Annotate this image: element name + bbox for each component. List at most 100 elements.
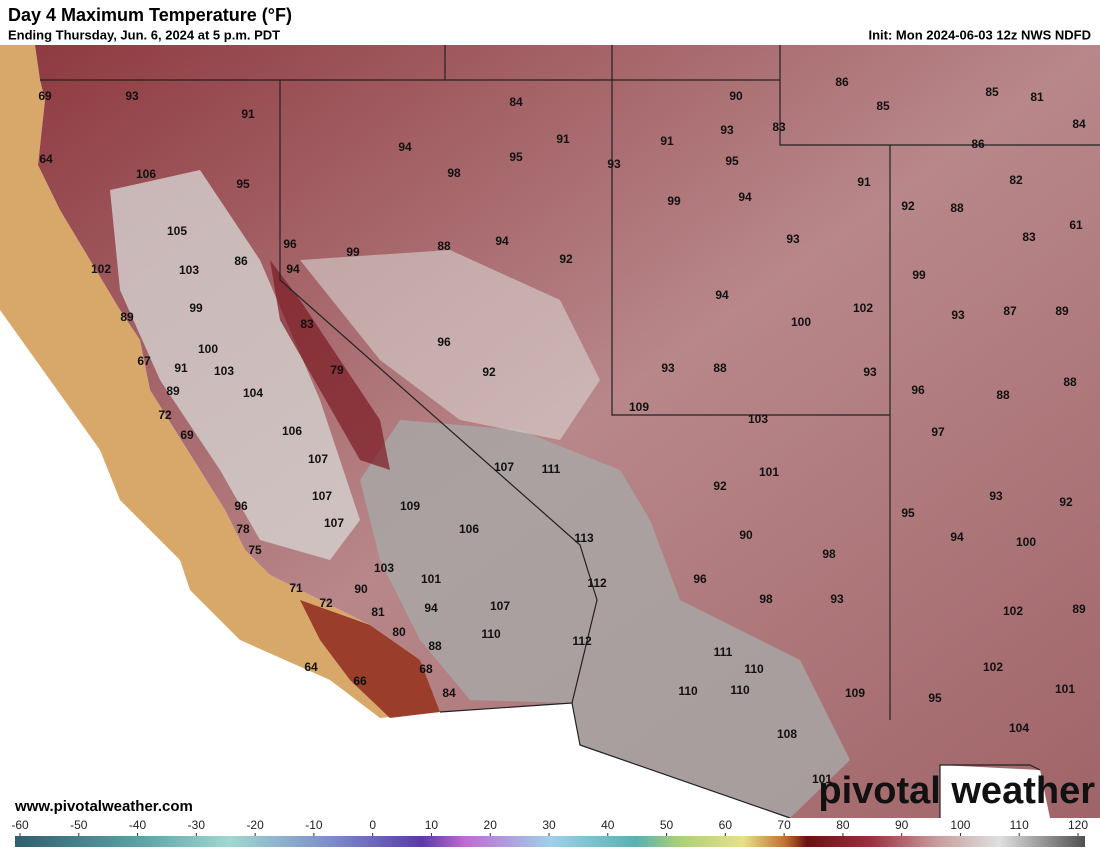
temperature-label: 81 bbox=[371, 605, 385, 619]
temperature-label: 93 bbox=[863, 365, 877, 379]
temperature-label: 84 bbox=[509, 95, 523, 109]
temperature-label: 102 bbox=[1003, 604, 1023, 618]
temperature-label: 98 bbox=[759, 592, 773, 606]
temperature-label: 83 bbox=[300, 317, 314, 331]
temperature-label: 107 bbox=[312, 489, 332, 503]
temperature-label: 84 bbox=[442, 686, 456, 700]
temperature-label: 107 bbox=[308, 452, 328, 466]
temperature-label: 87 bbox=[1003, 304, 1017, 318]
temperature-label: 104 bbox=[243, 386, 263, 400]
temperature-label: 79 bbox=[330, 363, 344, 377]
temperature-label: 100 bbox=[791, 315, 811, 329]
temperature-label: 88 bbox=[713, 361, 727, 375]
temperature-label: 110 bbox=[744, 662, 764, 676]
temperature-label: 104 bbox=[1009, 721, 1029, 735]
temperature-label: 102 bbox=[91, 262, 111, 276]
temperature-label: 75 bbox=[248, 543, 262, 557]
temperature-label: 112 bbox=[572, 634, 592, 648]
subtitle: Ending Thursday, Jun. 6, 2024 at 5 p.m. … bbox=[8, 27, 280, 42]
temperature-label: 72 bbox=[158, 408, 172, 422]
temperature-label: 99 bbox=[189, 301, 203, 315]
temperature-label: 100 bbox=[198, 342, 218, 356]
temperature-label: 68 bbox=[419, 662, 433, 676]
temperature-label: 103 bbox=[374, 561, 394, 575]
temperature-label: 96 bbox=[437, 335, 451, 349]
desert bbox=[360, 420, 850, 818]
colorbar-tick-label: 60 bbox=[719, 818, 733, 832]
sierra bbox=[270, 260, 390, 470]
temperature-label: 85 bbox=[985, 85, 999, 99]
colorbar-tick-label: 120 bbox=[1068, 818, 1088, 832]
temperature-label: 99 bbox=[667, 194, 681, 208]
colorbar-tick-label: -50 bbox=[70, 818, 88, 832]
temperature-label: 95 bbox=[236, 177, 250, 191]
temperature-label: 64 bbox=[304, 660, 318, 674]
temperature-label: 92 bbox=[713, 479, 727, 493]
colorbar-ticks: -60 -50 -40 -30 -20 -10 0 10 20 30 40 50 60 70 80 90 100… bbox=[11, 818, 1088, 836]
colorbar-tick-label: 80 bbox=[836, 818, 850, 832]
central-valley bbox=[110, 170, 360, 560]
temperature-label: 94 bbox=[286, 262, 300, 276]
temperature-label: 90 bbox=[729, 89, 743, 103]
temperature-label: 80 bbox=[392, 625, 406, 639]
temperature-label: 66 bbox=[353, 674, 367, 688]
temperature-label: 94 bbox=[495, 234, 509, 248]
temperature-label: 69 bbox=[180, 428, 194, 442]
temperature-label: 93 bbox=[607, 157, 621, 171]
colorbar-tick-label: 70 bbox=[777, 818, 791, 832]
colorbar-tick-label: 110 bbox=[1010, 818, 1029, 832]
temperature-label: 92 bbox=[901, 199, 915, 213]
temperature-label: 91 bbox=[241, 107, 255, 121]
logo: pivotal weather bbox=[818, 770, 1095, 812]
title: Day 4 Maximum Temperature (°F) bbox=[8, 5, 292, 25]
temperature-label: 89 bbox=[120, 310, 134, 324]
coastal-warm-strip bbox=[300, 600, 440, 718]
temperature-label: 113 bbox=[574, 531, 594, 545]
temperature-label: 71 bbox=[289, 581, 303, 595]
temperature-label: 92 bbox=[1059, 495, 1073, 509]
temperature-label: 111 bbox=[714, 645, 733, 659]
temperature-label: 93 bbox=[786, 232, 800, 246]
temperature-label: 109 bbox=[629, 400, 649, 414]
temperature-label: 96 bbox=[693, 572, 707, 586]
init-time: Init: Mon 2024-06-03 12z NWS NDFD bbox=[869, 27, 1092, 42]
temperature-label: 106 bbox=[136, 167, 156, 181]
temperature-label: 93 bbox=[989, 489, 1003, 503]
temperature-label: 86 bbox=[971, 137, 985, 151]
temperature-label: 82 bbox=[1009, 173, 1023, 187]
temperature-label: 94 bbox=[738, 190, 752, 204]
temperature-label: 109 bbox=[845, 686, 865, 700]
colorbar-tick-label: -30 bbox=[188, 818, 206, 832]
temperature-label: 96 bbox=[911, 383, 925, 397]
colorbar-tick-label: 100 bbox=[950, 818, 970, 832]
temperature-label: 103 bbox=[748, 412, 768, 426]
temperature-label: 99 bbox=[346, 245, 360, 259]
temperature-label: 101 bbox=[812, 772, 832, 786]
colorbar-tick-label: 0 bbox=[369, 818, 376, 832]
temperature-label: 101 bbox=[1055, 682, 1075, 696]
temperature-label: 105 bbox=[167, 224, 187, 238]
colorbar-tick-label: 30 bbox=[542, 818, 556, 832]
temperature-label: 110 bbox=[481, 627, 501, 641]
colorbar-tick-label: 90 bbox=[895, 818, 909, 832]
temperature-label: 86 bbox=[835, 75, 849, 89]
temperature-label: 89 bbox=[1072, 602, 1086, 616]
temperature-label: 92 bbox=[559, 252, 573, 266]
temperature-label: 94 bbox=[715, 288, 729, 302]
temperature-label: 106 bbox=[459, 522, 479, 536]
land bbox=[35, 45, 1100, 818]
temperature-label: 96 bbox=[283, 237, 297, 251]
temperature-label: 72 bbox=[319, 596, 333, 610]
temperature-label: 94 bbox=[950, 530, 964, 544]
temperature-label: 91 bbox=[556, 132, 570, 146]
temperature-label: 103 bbox=[179, 263, 199, 277]
temperature-label: 83 bbox=[1022, 230, 1036, 244]
temperature-label: 103 bbox=[214, 364, 234, 378]
header-background bbox=[0, 0, 1100, 45]
colorbar-tick-label: 10 bbox=[425, 818, 439, 832]
temperature-label: 98 bbox=[822, 547, 836, 561]
temperature-label: 102 bbox=[983, 660, 1003, 674]
temperature-label: 61 bbox=[1069, 218, 1083, 232]
temperature-label: 93 bbox=[720, 123, 734, 137]
